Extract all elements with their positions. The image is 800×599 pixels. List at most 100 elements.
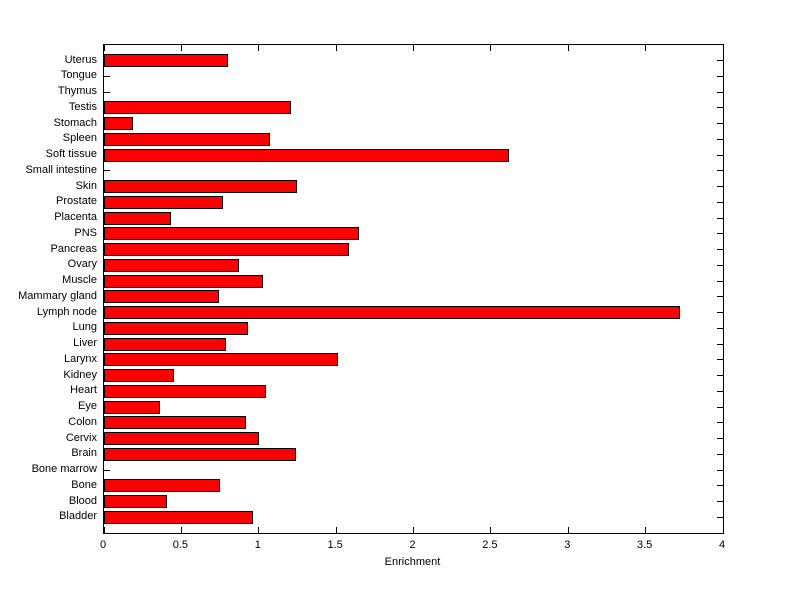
bar-colon	[104, 416, 247, 430]
x-tick-label: 2	[409, 539, 416, 551]
x-tick-label: 0	[99, 539, 107, 551]
y-tick-right	[717, 406, 723, 408]
bar-uterus	[104, 54, 228, 68]
y-tick-right	[717, 453, 723, 455]
category-label-uterus: Uterus	[64, 53, 97, 66]
x-tick-label: 0.5	[172, 539, 189, 551]
category-label-bone: Bone	[71, 478, 97, 491]
x-tick-label: 1	[254, 539, 261, 551]
x-axis-label: Enrichment	[384, 556, 441, 568]
category-label-stomach: Stomach	[53, 116, 97, 129]
y-tick-right	[717, 327, 723, 329]
y-tick-right	[717, 438, 723, 440]
x-tick-label: 2.5	[482, 539, 498, 551]
category-label-tongue: Tongue	[60, 69, 97, 82]
bar-bladder	[104, 510, 253, 524]
bar-blood	[104, 495, 168, 509]
category-label-colon: Colon	[68, 415, 97, 428]
category-label-mammary-gland: Mammary gland	[18, 289, 97, 302]
y-tick-right	[717, 154, 723, 156]
bar-spleen	[104, 132, 270, 146]
x-tick-bottom	[567, 527, 569, 533]
x-tick-bottom	[335, 527, 337, 533]
y-tick-right	[717, 343, 723, 345]
y-tick-right	[717, 296, 723, 298]
x-tick-bottom	[645, 527, 647, 533]
category-label-kidney: Kidney	[63, 368, 97, 381]
bar-lung	[104, 321, 248, 335]
bar-pns	[104, 227, 360, 241]
x-tick-bottom	[490, 527, 492, 533]
bar-muscle	[104, 274, 264, 288]
category-label-heart: Heart	[70, 384, 97, 397]
y-tick-right	[717, 485, 723, 487]
y-tick-left	[104, 75, 110, 77]
category-label-cervix: Cervix	[65, 431, 97, 444]
x-tick-top	[722, 45, 724, 51]
y-tick-right	[717, 359, 723, 361]
y-tick-right	[717, 217, 723, 219]
x-tick-label: 4	[718, 539, 726, 551]
y-tick-left	[104, 91, 110, 93]
x-tick-bottom	[180, 527, 182, 533]
x-tick-top	[103, 45, 105, 51]
bar-prostate	[104, 195, 224, 209]
y-tick-right	[717, 233, 723, 235]
bar-stomach	[104, 117, 134, 131]
y-tick-right	[717, 249, 723, 251]
y-tick-right	[717, 186, 723, 188]
bar-liver	[104, 337, 227, 351]
y-tick-right	[717, 390, 723, 392]
y-tick-right	[717, 375, 723, 377]
bar-bone	[104, 479, 221, 493]
x-tick-top	[567, 45, 569, 51]
category-label-placenta: Placenta	[54, 211, 97, 224]
y-tick-right	[717, 170, 723, 172]
category-label-lymph-node: Lymph node	[36, 305, 97, 318]
bar-ovary	[104, 258, 239, 272]
category-label-pancreas: Pancreas	[50, 242, 97, 255]
category-label-eye: Eye	[78, 400, 97, 413]
plot-area	[103, 44, 724, 534]
y-tick-right	[717, 138, 723, 140]
y-tick-left	[104, 469, 110, 471]
bar-brain	[104, 447, 296, 461]
category-label-pns: PNS	[74, 226, 97, 239]
category-label-blood: Blood	[68, 494, 97, 507]
category-label-larynx: Larynx	[63, 352, 97, 365]
y-tick-right	[717, 264, 723, 266]
category-label-bone-marrow: Bone marrow	[31, 463, 97, 476]
bar-eye	[104, 400, 160, 414]
category-label-small-intestine: Small intestine	[25, 163, 97, 176]
bar-pancreas	[104, 243, 349, 257]
category-label-liver: Liver	[73, 337, 97, 350]
y-tick-right	[717, 60, 723, 62]
y-tick-right	[717, 516, 723, 518]
category-label-prostate: Prostate	[56, 195, 97, 208]
x-tick-top	[413, 45, 414, 51]
bar-heart	[104, 384, 267, 398]
bar-placenta	[104, 211, 171, 225]
category-label-skin: Skin	[75, 179, 97, 192]
category-label-lung: Lung	[72, 321, 97, 334]
category-label-ovary: Ovary	[67, 258, 97, 271]
bar-soft-tissue	[104, 148, 510, 162]
x-tick-top	[180, 45, 182, 51]
y-tick-right	[717, 201, 723, 203]
x-tick-label: 1.5	[327, 539, 343, 551]
x-tick-top	[258, 45, 260, 51]
x-tick-bottom	[722, 527, 724, 533]
bar-kidney	[104, 369, 174, 383]
y-tick-right	[717, 75, 723, 77]
category-label-spleen: Spleen	[62, 132, 97, 145]
y-tick-left	[104, 170, 110, 172]
y-tick-right	[717, 91, 723, 93]
bar-larynx	[104, 353, 338, 367]
category-label-brain: Brain	[71, 447, 97, 460]
x-tick-label: 3	[564, 539, 571, 551]
category-label-muscle: Muscle	[62, 274, 97, 287]
y-tick-right	[717, 107, 723, 109]
y-tick-right	[717, 422, 723, 424]
x-tick-label: 3.5	[636, 539, 653, 551]
